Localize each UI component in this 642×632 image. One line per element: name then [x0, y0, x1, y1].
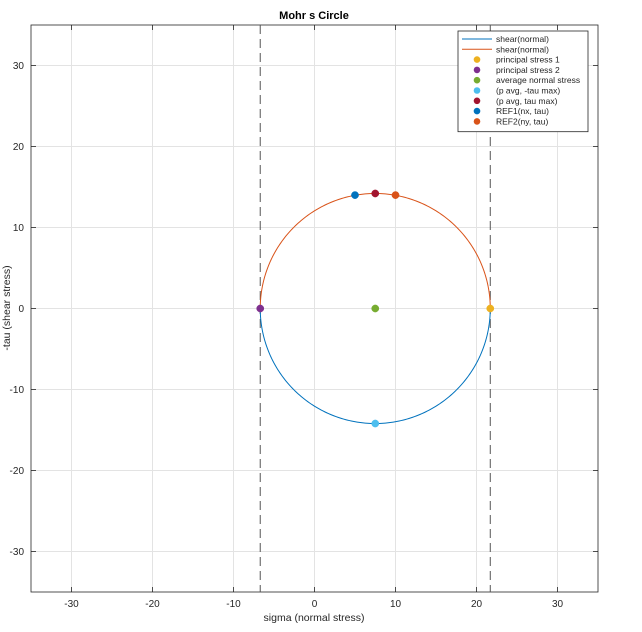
legend-marker-swatch: [473, 76, 481, 84]
x-tick-label: 20: [471, 599, 483, 610]
legend-entry-label: REF1(nx, tau): [496, 106, 549, 116]
legend-entry-label: shear(normal): [496, 34, 549, 44]
data-point: [371, 419, 380, 428]
legend-entry-label: (p avg, -tau max): [496, 86, 560, 96]
x-axis-label: sigma (normal stress): [264, 612, 365, 624]
legend-entry-label: principal stress 1: [496, 55, 560, 65]
data-point: [486, 304, 495, 313]
y-tick-label: 10: [13, 223, 25, 234]
x-tick-label: 0: [312, 599, 318, 610]
tick-labels: -30 -20 -10 0 10 20 30 -30 -20 -10 0 10 20 30: [10, 25, 598, 610]
x-tick-label: 30: [552, 599, 564, 610]
x-tick-label: -10: [226, 599, 241, 610]
data-point: [371, 189, 380, 198]
legend-marker-swatch: [473, 97, 481, 105]
x-tick-label: -30: [64, 599, 79, 610]
legend-entry-label: average normal stress: [496, 75, 580, 85]
data-point: [256, 304, 265, 313]
chart-title: Mohr s Circle: [279, 10, 349, 22]
legend-entry-label: principal stress 2: [496, 65, 560, 75]
legend-entry-label: REF2(ny, tau): [496, 116, 548, 126]
legend-entry-label: shear(normal): [496, 44, 549, 54]
data-point: [351, 191, 359, 199]
y-tick-label: -30: [10, 547, 25, 558]
y-tick-label: 0: [18, 304, 24, 315]
legend-marker-swatch: [473, 87, 481, 94]
y-axis-label: -tau (shear stress): [1, 265, 13, 350]
legend-marker-swatch: [473, 118, 481, 125]
legend-marker-swatch: [473, 56, 481, 63]
x-tick-label: 10: [390, 599, 402, 610]
data-point: [371, 304, 380, 313]
y-tick-label: -20: [10, 466, 25, 477]
y-tick-label: -10: [10, 385, 25, 396]
grid-lines: [31, 25, 598, 592]
legend-entry-label: (p avg, tau max): [496, 96, 558, 106]
legend: shear(normal)shear(normal)principal stre…: [457, 30, 589, 133]
x-tick-label: -20: [145, 599, 160, 610]
y-tick-label: 20: [13, 142, 25, 153]
legend-marker-swatch: [473, 66, 481, 74]
legend-marker-swatch: [473, 107, 481, 115]
data-point: [391, 191, 400, 199]
y-tick-label: 30: [13, 61, 25, 72]
